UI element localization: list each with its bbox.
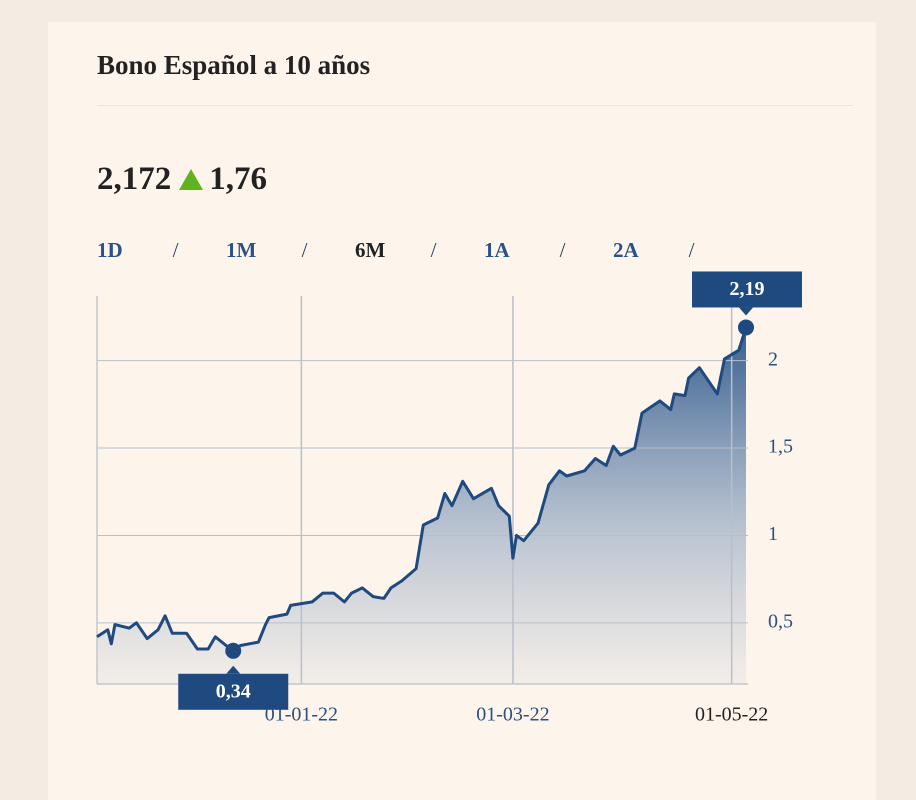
tab-separator: / — [430, 238, 437, 262]
range-tabs: 1D / 1M / 6M / 1A / 2A / — [97, 238, 742, 263]
quote: 2,172 1,76 — [97, 161, 267, 198]
y-tick-label: 1,5 — [768, 436, 793, 458]
callout-label: 2,19 — [730, 278, 765, 300]
y-tick-label: 1 — [768, 523, 778, 545]
callout-pointer — [739, 307, 753, 316]
direction-arrow — [179, 169, 204, 190]
tab-separator: / — [559, 238, 566, 262]
callout-pointer — [226, 665, 241, 674]
separator — [97, 105, 853, 106]
price: 2,172 — [97, 161, 172, 197]
x-tick-label: 01-05-22 — [695, 704, 768, 726]
callout-dot — [225, 642, 242, 659]
x-tick-label: 01-03-22 — [476, 704, 549, 726]
change: 1,76 — [209, 161, 267, 197]
widget-title: Bono Español a 10 años — [97, 50, 371, 80]
tab-separator: / — [301, 238, 308, 262]
range-tab[interactable]: 6M — [355, 238, 386, 262]
area-fill — [97, 327, 746, 684]
range-tab[interactable]: 1M — [226, 238, 257, 262]
callout-box — [692, 271, 802, 308]
callout-box — [178, 673, 289, 710]
callout: 2,19 — [692, 271, 802, 316]
range-tab[interactable]: 1D — [97, 238, 123, 262]
tab-separator: / — [172, 238, 179, 262]
y-tick-label: 2 — [768, 348, 778, 370]
range-tab[interactable]: 1A — [484, 238, 510, 262]
callout-label: 0,34 — [216, 680, 251, 702]
y-tick-label: 0,5 — [768, 610, 793, 632]
tab-separator: / — [688, 238, 695, 262]
callout-dot — [738, 319, 754, 336]
range-tab[interactable]: 2A — [613, 238, 639, 262]
callout: 0,34 — [178, 665, 289, 710]
price-line — [96, 327, 748, 653]
